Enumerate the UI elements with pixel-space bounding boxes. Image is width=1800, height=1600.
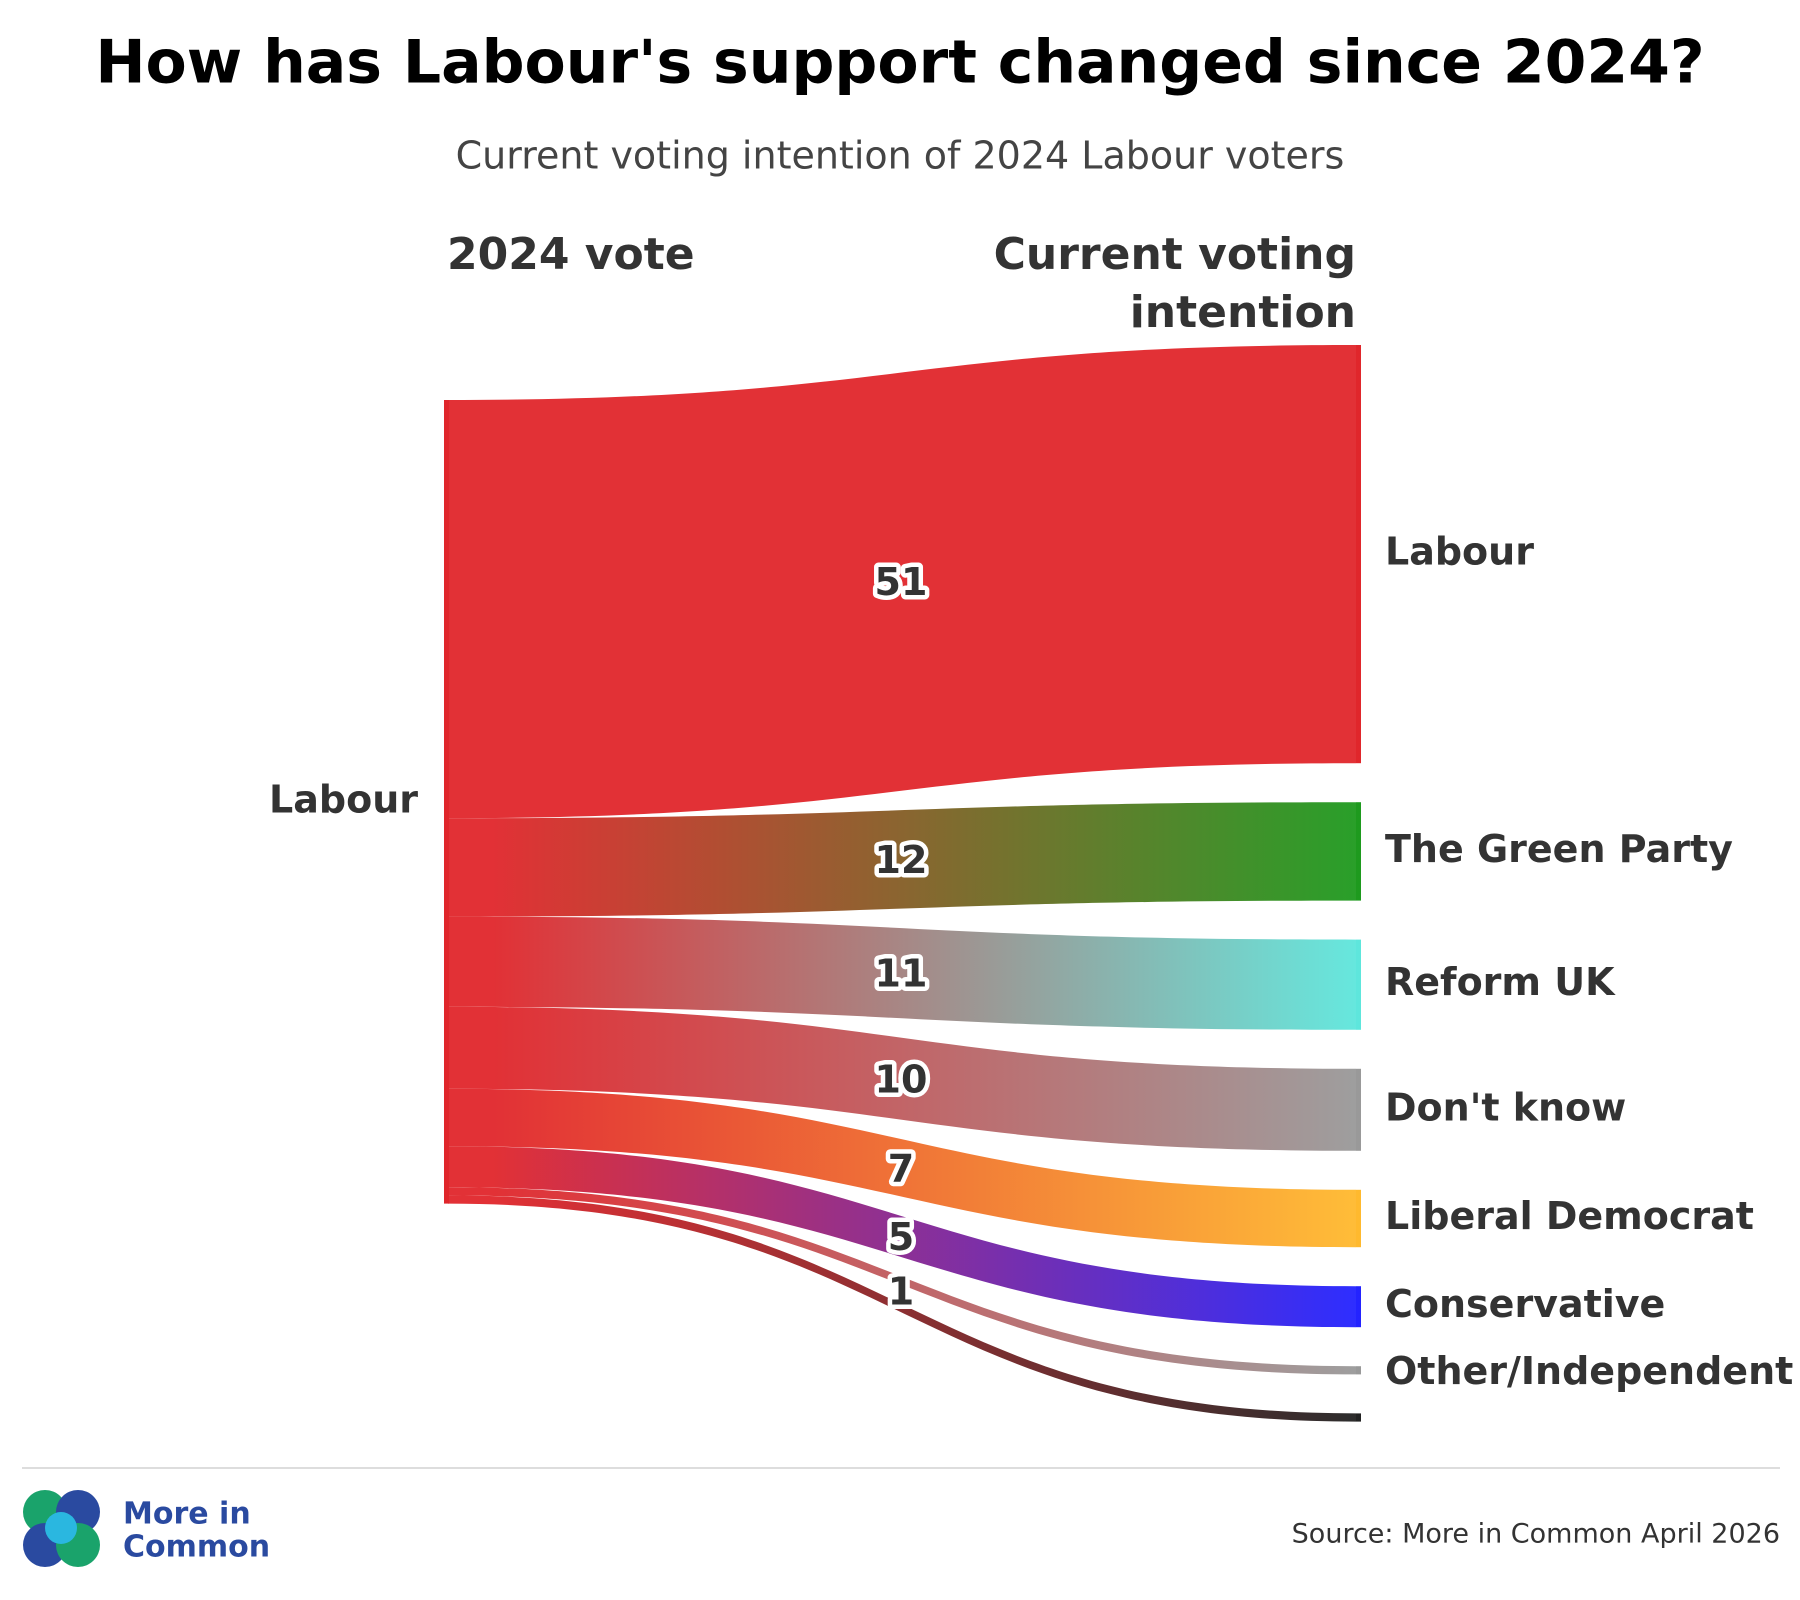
target-node [1356, 802, 1361, 901]
source-node [444, 400, 449, 1204]
target-label: Other/Independent [1385, 1349, 1793, 1393]
target-label: The Green Party [1385, 827, 1733, 871]
target-label: Don't know [1385, 1085, 1626, 1129]
data-label: 11 [875, 952, 928, 996]
target-label: Conservative [1385, 1282, 1665, 1326]
target-label: Reform UK [1385, 960, 1616, 1004]
flow [448, 1088, 1356, 1248]
flow [448, 1146, 1356, 1328]
logo-circle [45, 1512, 77, 1544]
target-header: Current voting intention [993, 229, 1356, 338]
logo-text: More in [123, 1497, 251, 1532]
target-node [1356, 939, 1361, 1030]
data-label: 10 [875, 1057, 928, 1101]
data-label: 1 [888, 1269, 914, 1313]
chart-title: How has Labour's support changed since 2… [95, 28, 1704, 98]
logo-text: Common [123, 1530, 270, 1565]
data-label: 7 [888, 1147, 914, 1191]
target-label: Liberal Democrat [1385, 1194, 1754, 1238]
flow [448, 1195, 1356, 1422]
flow [448, 802, 1356, 917]
target-node [1356, 345, 1361, 764]
data-label: 12 [875, 838, 928, 882]
target-node [1356, 1068, 1361, 1151]
chart-subtitle: Current voting intention of 2024 Labour … [456, 134, 1345, 178]
target-label: Labour [1385, 530, 1534, 574]
flow [448, 1187, 1356, 1375]
source-note: Source: More in Common April 2026 [1292, 1519, 1780, 1550]
target-node [1356, 1189, 1361, 1248]
flow [448, 345, 1356, 819]
target-node [1356, 1286, 1361, 1328]
flow [448, 1006, 1356, 1151]
data-label: 5 [888, 1215, 914, 1259]
target-node [1356, 1413, 1361, 1422]
source-header: 2024 vote [447, 229, 695, 280]
flow [448, 916, 1356, 1030]
source-label: Labour [269, 777, 418, 821]
data-label: 51 [875, 560, 928, 604]
logo [23, 1490, 100, 1567]
target-node [1356, 1366, 1361, 1375]
